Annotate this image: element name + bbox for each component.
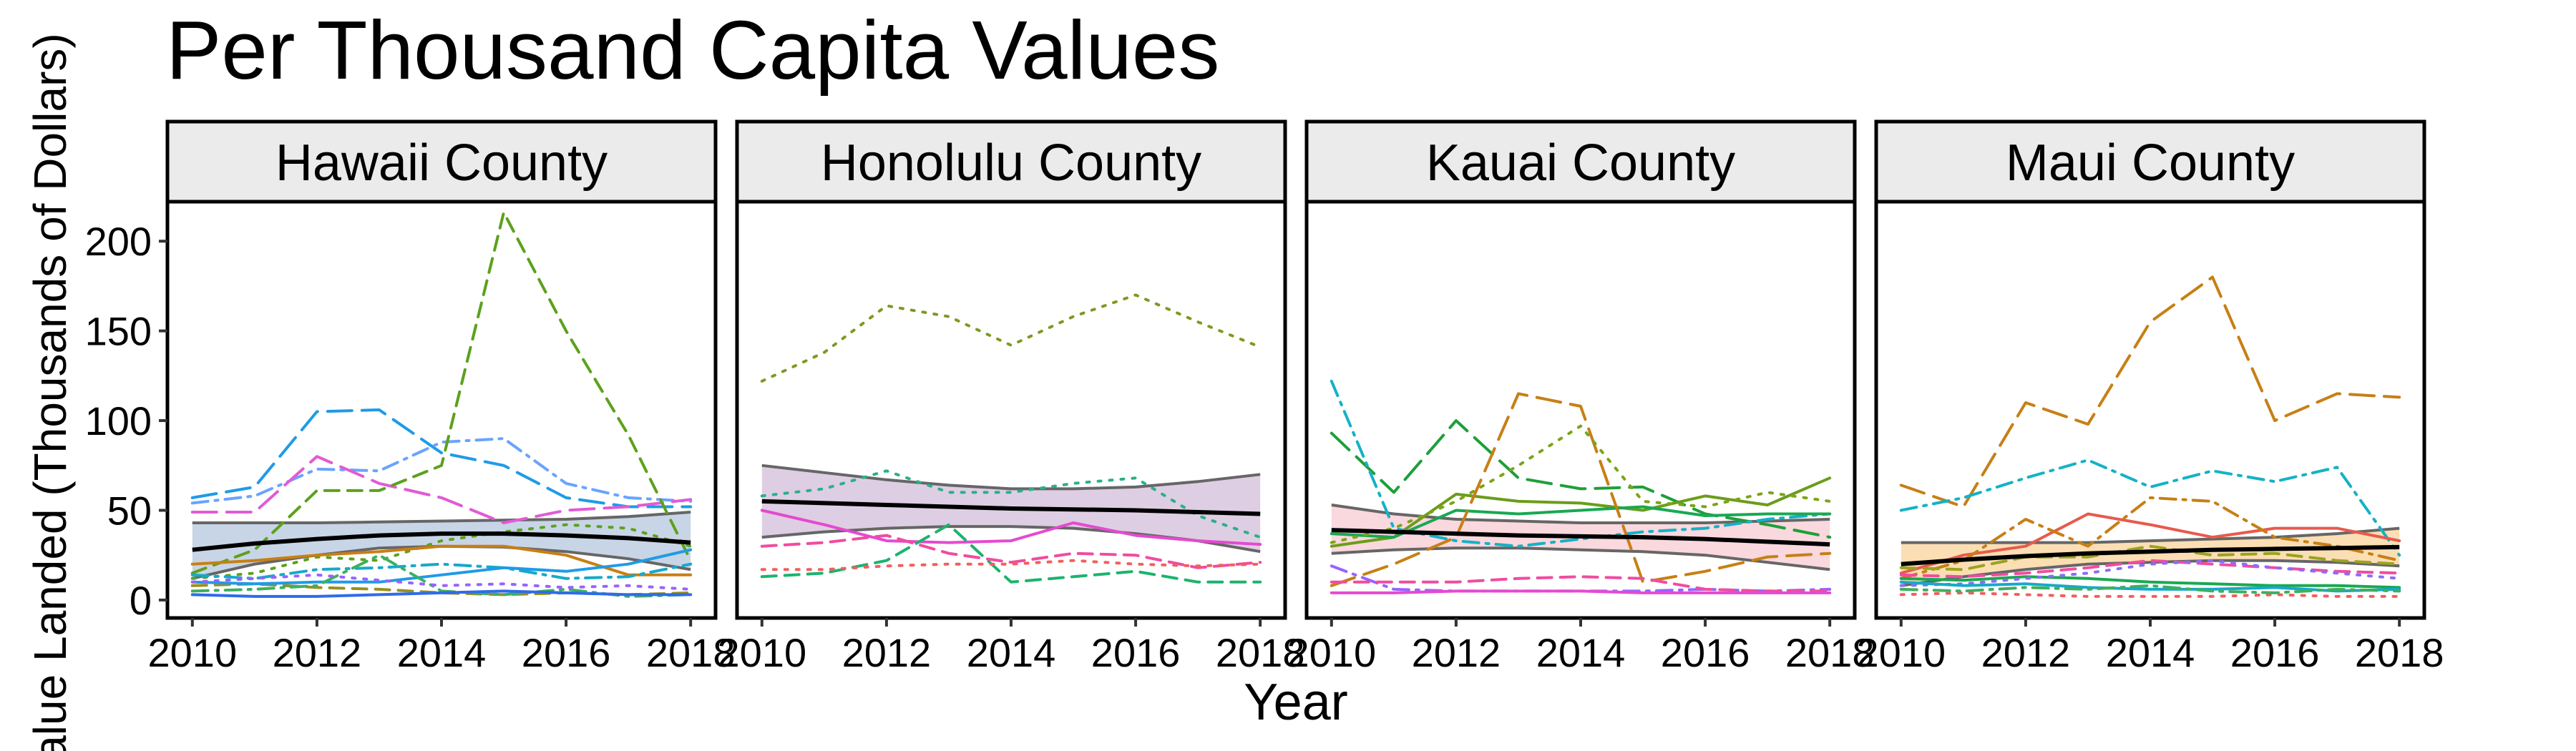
series-line (190, 408, 693, 509)
series-line (190, 589, 693, 598)
x-tick-label: 2018 (1785, 630, 1875, 675)
series-line (1899, 512, 2401, 575)
series-line (1899, 559, 2401, 587)
series-line (1899, 575, 2401, 589)
panel-background (737, 202, 1285, 618)
x-tick-label: 2016 (1661, 630, 1750, 675)
x-tick-label: 2014 (397, 630, 487, 675)
facet-strip-label: Honolulu County (821, 134, 1201, 192)
y-tick-label: 100 (85, 398, 152, 443)
facet-strip-label: Kauai County (1426, 134, 1735, 192)
x-tick-label: 2012 (842, 630, 932, 675)
series-line (1330, 419, 1832, 539)
series-line (1899, 591, 2401, 598)
x-tick-label: 2012 (273, 630, 362, 675)
series-line (1899, 496, 2401, 580)
series-line (1899, 580, 2401, 593)
x-tick-label: 2010 (718, 630, 807, 675)
panel-maui-county: Maui County 2010 2012 2014 2016 2018 (1857, 119, 2444, 675)
series-line (1330, 575, 1832, 593)
series-line (760, 509, 1262, 546)
x-axis-label: Year (1244, 674, 1347, 731)
y-tick-label: 150 (85, 309, 152, 354)
trend-line (192, 531, 691, 552)
series-line (1330, 476, 1832, 548)
facet-strip (1304, 119, 1857, 204)
series-line (760, 559, 1262, 571)
y-tick-label: 200 (85, 219, 152, 264)
series-line (190, 211, 693, 575)
trend-line (1331, 528, 1830, 547)
series-line (190, 544, 693, 576)
series-line (760, 534, 1262, 569)
series-line (190, 437, 693, 505)
series-line (190, 455, 693, 524)
series-line (1899, 458, 2401, 557)
x-tick-label: 2016 (522, 630, 611, 675)
x-tick-label: 2016 (1091, 630, 1181, 675)
facet-strip (735, 119, 1287, 204)
series-line (1899, 559, 2401, 579)
series-line (760, 469, 1262, 539)
x-tick-label: 2014 (967, 630, 1056, 675)
band-upper-line (1901, 526, 2400, 544)
panels: Hawaii County 2010 2012 2014 2016 2018 0 50 100 1… (85, 119, 2444, 675)
series-line (1330, 505, 1832, 539)
x-tick-label: 2012 (1981, 630, 2071, 675)
series-line (1330, 392, 1832, 587)
series-line (1330, 589, 1832, 594)
facet-strip (1874, 119, 2426, 204)
panel-honolulu-county: Honolulu County 2010 2012 2014 2016 2018 (718, 119, 1305, 675)
y-axis-label: Value Landed (Thousands of Dollars) (24, 33, 76, 751)
series-line (1899, 544, 2401, 571)
series-line (760, 293, 1262, 383)
series-line (190, 548, 693, 586)
x-tick-label: 2018 (2355, 630, 2444, 675)
trend-line (761, 499, 1261, 516)
panel-kauai-county: Kauai County 2010 2012 2014 2016 2018 (1287, 119, 1875, 675)
x-tick-label: 2014 (1536, 630, 1626, 675)
chart-title: Per Thousand Capita Values (166, 4, 1219, 97)
x-tick-label: 2012 (1412, 630, 1501, 675)
series-line (1899, 275, 2401, 509)
x-tick-label: 2018 (1216, 630, 1305, 675)
series-line (1330, 424, 1832, 544)
band-upper-line (192, 511, 691, 524)
x-tick-label: 2018 (646, 630, 736, 675)
y-tick-label: 0 (130, 578, 152, 623)
series-line (190, 523, 693, 580)
trend-line (1901, 544, 2400, 566)
panel-hawaii-county: Hawaii County 2010 2012 2014 2016 2018 0 50 100 1… (85, 119, 736, 675)
y-tick-label: 50 (107, 488, 152, 533)
x-tick-label: 2010 (1857, 630, 1946, 675)
series-line (190, 562, 693, 580)
band-lower-line (1331, 546, 1830, 571)
facet-strip (165, 119, 718, 204)
x-tick-label: 2016 (2230, 630, 2320, 675)
band-upper-line (761, 463, 1261, 491)
facet-strip-label: Hawaii County (275, 134, 608, 192)
x-tick-label: 2010 (1287, 630, 1377, 675)
series-line (190, 573, 693, 591)
facet-strip-label: Maui County (2006, 134, 2295, 192)
x-tick-label: 2010 (148, 630, 238, 675)
x-tick-label: 2014 (2106, 630, 2195, 675)
